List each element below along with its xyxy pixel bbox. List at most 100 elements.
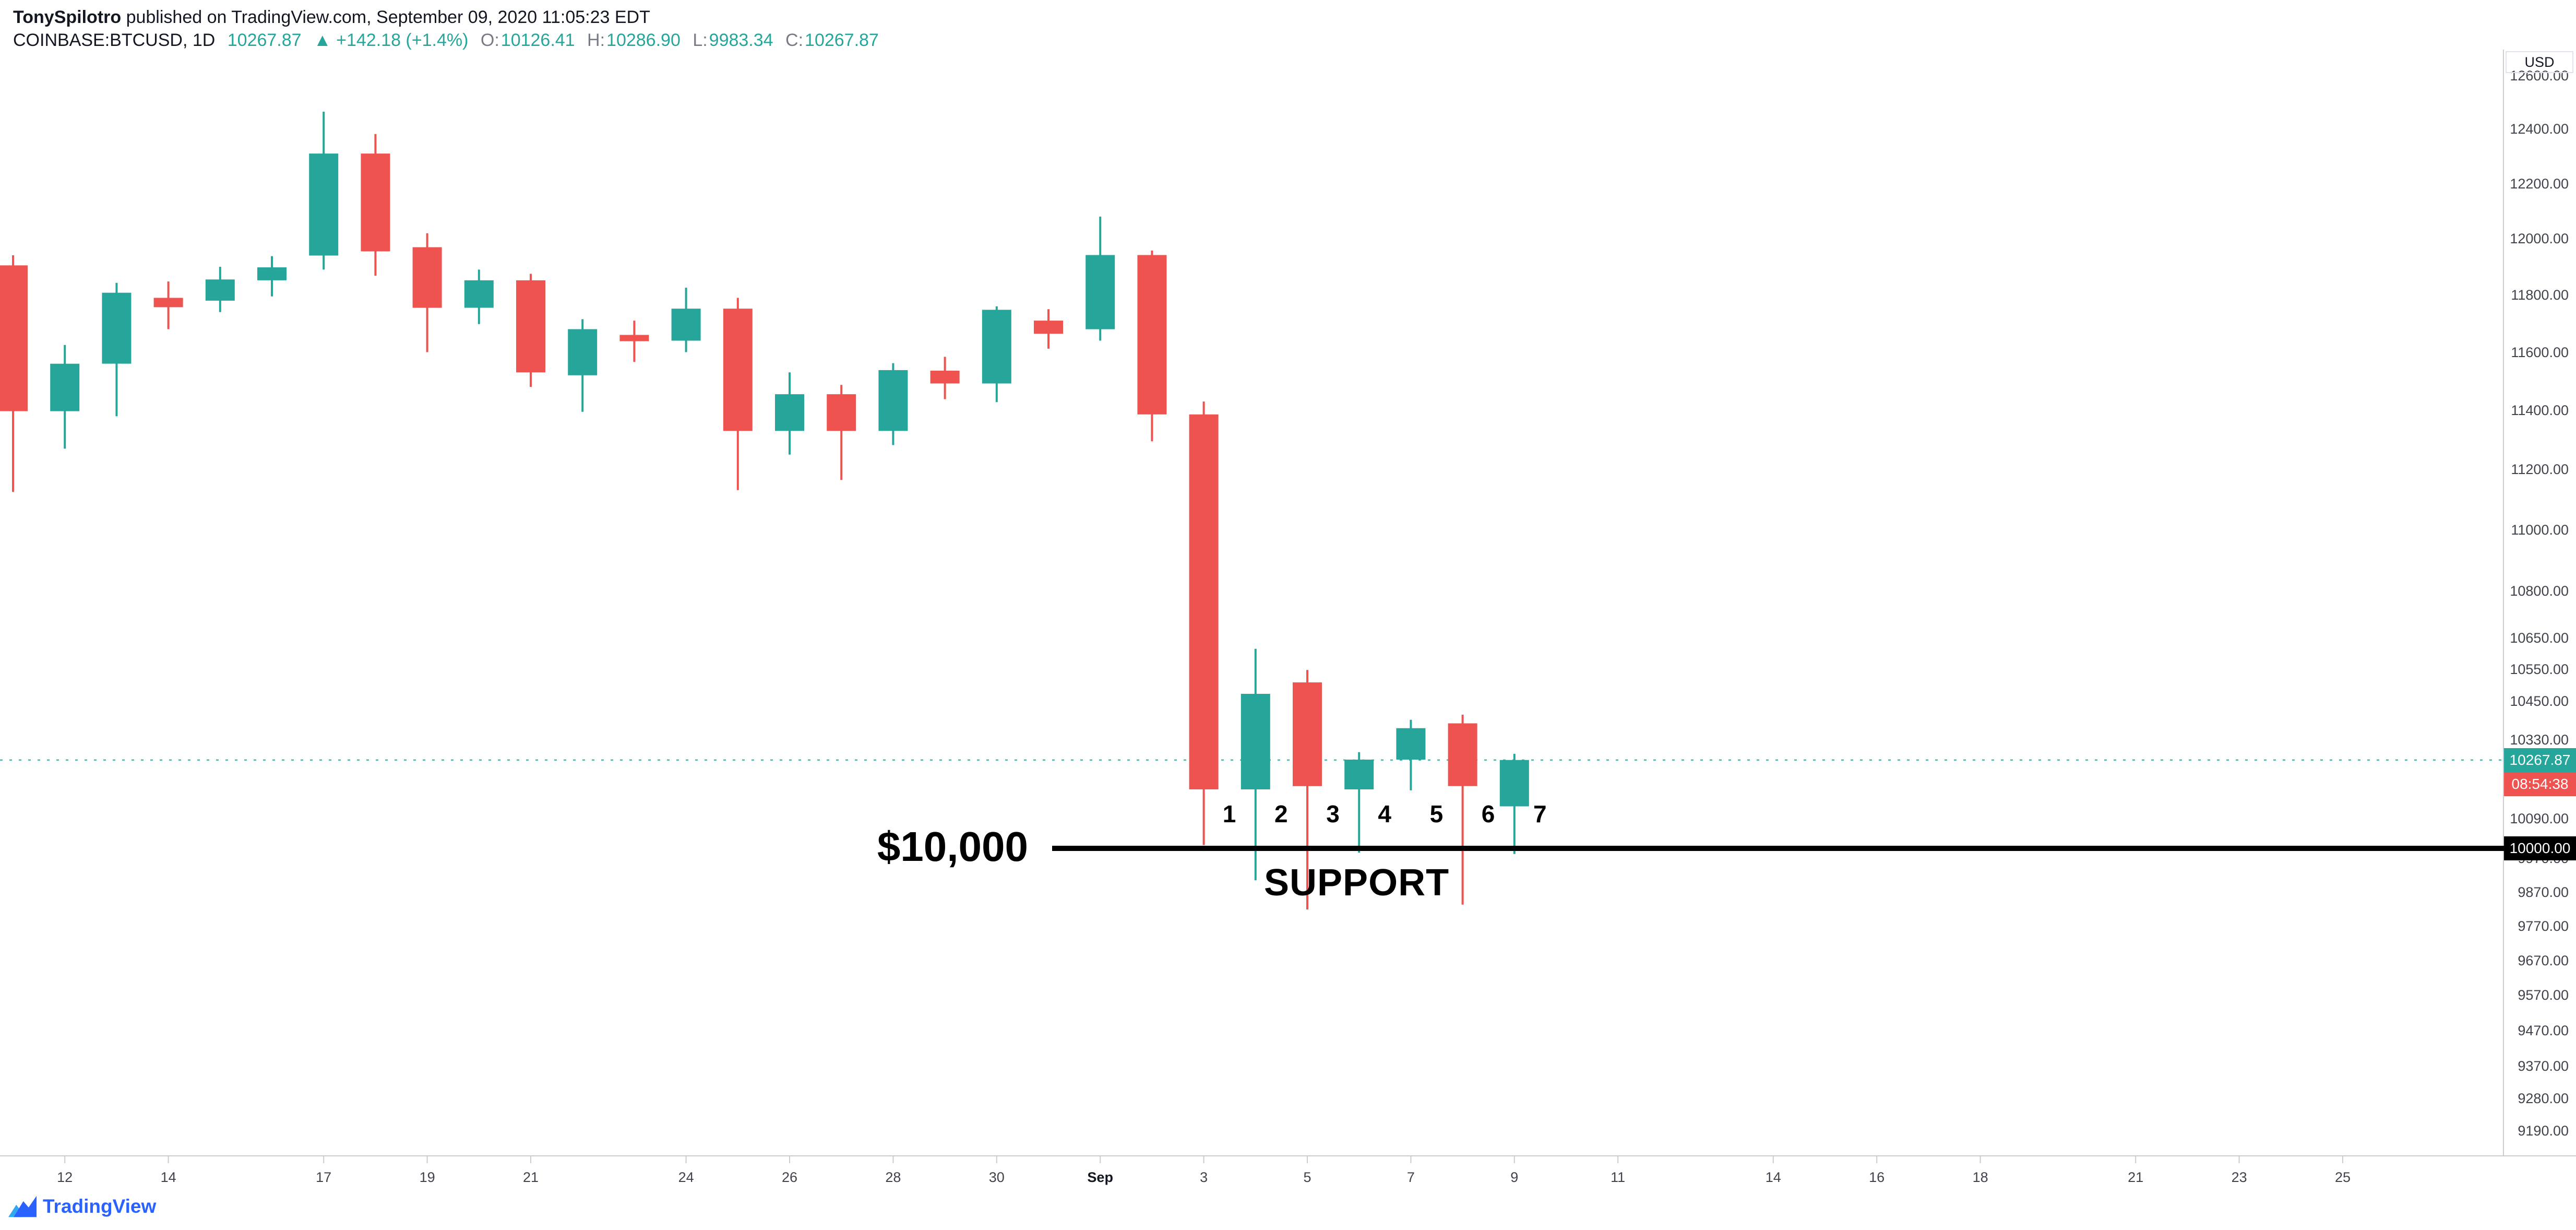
- price-axis-label: 10330.00: [2510, 732, 2569, 748]
- price-axis-label: 10450.00: [2510, 693, 2569, 709]
- time-axis-label: 14: [160, 1169, 176, 1185]
- price-axis-label: 11600.00: [2511, 345, 2569, 360]
- candle-number-7: 7: [1533, 800, 1547, 827]
- price-axis-label: 11200.00: [2511, 462, 2569, 477]
- time-axis-label: 17: [316, 1169, 332, 1185]
- candle-body[interactable]: [257, 267, 287, 280]
- candle-body[interactable]: [671, 309, 701, 341]
- symbol-name[interactable]: COINBASE:BTCUSD, 1D: [13, 30, 216, 50]
- candle-body[interactable]: [1086, 255, 1115, 329]
- candle-body[interactable]: [1499, 760, 1529, 807]
- candle-number-3: 3: [1326, 800, 1340, 827]
- time-axis-label: 12: [57, 1169, 73, 1185]
- price-axis-label: 10800.00: [2510, 583, 2569, 599]
- time-axis-label: 25: [2334, 1169, 2351, 1185]
- close-label: C:: [785, 30, 804, 50]
- time-axis-label: Sep: [1087, 1169, 1113, 1185]
- candle-body[interactable]: [619, 335, 649, 341]
- candle-body[interactable]: [1344, 760, 1374, 789]
- high-value: 10286.90: [606, 30, 681, 50]
- candle-body[interactable]: [0, 265, 28, 411]
- price-axis-label: 12400.00: [2510, 121, 2569, 137]
- candle-body[interactable]: [1189, 414, 1219, 789]
- time-axis-label: 14: [1765, 1169, 1781, 1185]
- candle-body[interactable]: [982, 310, 1011, 384]
- price-axis-label: 9190.00: [2518, 1123, 2569, 1139]
- candle-body[interactable]: [412, 247, 442, 308]
- publish-meta: published on TradingView.com, September …: [121, 7, 650, 27]
- candle-number-6: 6: [1481, 800, 1495, 827]
- candle-number-5: 5: [1429, 800, 1444, 827]
- price-axis-label: 12600.00: [2510, 68, 2569, 84]
- open-value: 10126.41: [500, 30, 575, 50]
- price-axis-label: 9570.00: [2518, 987, 2569, 1003]
- price-axis-label: 10090.00: [2510, 811, 2569, 826]
- candle-body[interactable]: [361, 153, 390, 252]
- price-axis-label: 12200.00: [2510, 176, 2569, 192]
- publish-info: TonySpilotro published on TradingView.co…: [13, 7, 650, 28]
- candle-body[interactable]: [102, 292, 132, 364]
- time-axis-label: 21: [2128, 1169, 2144, 1185]
- high-label: H:: [587, 30, 605, 50]
- candle-number-2: 2: [1274, 800, 1288, 827]
- candle-body[interactable]: [50, 363, 80, 411]
- axis-currency-label: USD: [2506, 51, 2573, 73]
- candle-body[interactable]: [309, 153, 339, 256]
- candle-body[interactable]: [1034, 321, 1063, 334]
- candle-body[interactable]: [930, 371, 960, 384]
- support-text-annotation: SUPPORT: [1264, 862, 1450, 904]
- price-change: ▲ +142.18 (+1.4%): [314, 30, 469, 50]
- candle-body[interactable]: [1137, 255, 1167, 415]
- candle-body[interactable]: [464, 280, 494, 308]
- candle-body[interactable]: [1241, 694, 1270, 789]
- candle-body[interactable]: [723, 309, 753, 431]
- candle-body[interactable]: [1396, 728, 1426, 760]
- candle-body[interactable]: [1448, 723, 1477, 786]
- time-axis-label: 21: [522, 1169, 539, 1185]
- tradingview-logo-icon: [8, 1196, 37, 1217]
- price-axis-label: 11400.00: [2511, 403, 2569, 418]
- tradingview-wordmark: TradingView: [43, 1196, 157, 1217]
- support-price-annotation: $10,000: [877, 823, 1028, 870]
- current-price-badge: 10267.87: [2504, 748, 2576, 772]
- tradingview-footer[interactable]: TradingView: [8, 1194, 156, 1219]
- bar-countdown-badge: 08:54:38: [2504, 772, 2576, 796]
- time-axis-label: 24: [678, 1169, 694, 1185]
- candle-body[interactable]: [878, 370, 908, 431]
- candle-body[interactable]: [1293, 682, 1322, 786]
- time-axis-label: 3: [1200, 1169, 1208, 1185]
- price-axis-label: 10550.00: [2510, 661, 2569, 677]
- time-axis-label: 16: [1869, 1169, 1885, 1185]
- price-axis-label: 10650.00: [2510, 630, 2569, 646]
- price-axis-label: 9670.00: [2518, 953, 2569, 968]
- time-axis-label: 23: [2231, 1169, 2247, 1185]
- close-value: 10267.87: [805, 30, 879, 50]
- candle-body[interactable]: [775, 394, 804, 431]
- time-axis-label: 11: [1611, 1169, 1626, 1185]
- time-axis-label: 30: [988, 1169, 1005, 1185]
- time-axis-label: 5: [1303, 1169, 1311, 1185]
- candle-number-1: 1: [1222, 800, 1236, 827]
- time-axis-label: 9: [1510, 1169, 1519, 1185]
- symbol-legend: COINBASE:BTCUSD, 1D 10267.87 ▲ +142.18 (…: [13, 30, 886, 51]
- time-axis-label: 18: [1972, 1169, 1988, 1185]
- candle-body[interactable]: [827, 394, 856, 431]
- candle-body[interactable]: [516, 280, 545, 373]
- price-axis-label: 9770.00: [2518, 918, 2569, 934]
- low-value: 9983.34: [709, 30, 773, 50]
- price-axis-label: 9470.00: [2518, 1023, 2569, 1038]
- candle-body[interactable]: [568, 329, 598, 375]
- support-level-badge: 10000.00: [2504, 836, 2576, 860]
- candle-body[interactable]: [205, 279, 235, 301]
- last-price: 10267.87: [227, 30, 302, 50]
- price-axis-label: 12000.00: [2510, 231, 2569, 246]
- open-label: O:: [480, 30, 499, 50]
- low-label: L:: [693, 30, 708, 50]
- candle-body[interactable]: [153, 298, 183, 308]
- author-name[interactable]: TonySpilotro: [13, 7, 122, 27]
